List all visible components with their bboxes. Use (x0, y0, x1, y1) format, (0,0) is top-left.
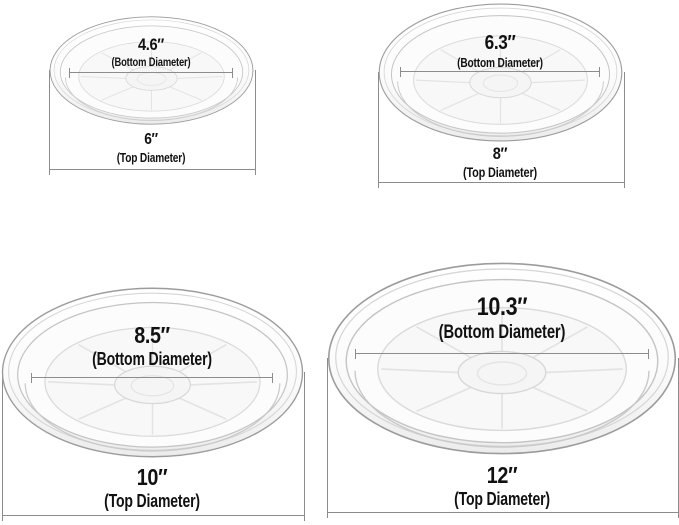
bottom-diameter-value: 8.5″ (134, 322, 170, 348)
saucer-10-inch-image (1, 287, 304, 458)
saucer-6-inch-image (49, 16, 254, 125)
bottom-diameter-caption: (Bottom Diameter) (438, 322, 566, 343)
top-diameter-bracket (49, 70, 256, 175)
bottom-diameter-caption: (Bottom Diameter) (457, 55, 543, 70)
bottom-diameter-label: 10.3″ (Bottom Diameter) (352, 293, 652, 343)
saucer-12-inch-image (327, 262, 677, 455)
bottom-diameter-caption: (Bottom Diameter) (111, 55, 191, 69)
top-diameter-label: 12″ (Top Diameter) (352, 462, 652, 509)
top-diameter-caption: (Top Diameter) (104, 491, 200, 511)
top-diameter-value: 10″ (136, 464, 168, 490)
bottom-diameter-caption: (Bottom Diameter) (92, 349, 212, 369)
bottom-diameter-line (69, 67, 233, 78)
top-diameter-label: 8″ (Top Diameter) (400, 145, 600, 179)
top-diameter-bracket (378, 72, 625, 188)
top-diameter-value: 8″ (492, 144, 508, 163)
top-diameter-label: 6″ (Top Diameter) (51, 131, 251, 165)
top-diameter-caption: (Top Diameter) (116, 150, 186, 165)
bottom-diameter-label: 8.5″ (Bottom Diameter) (2, 322, 302, 369)
bottom-diameter-value: 6.3″ (484, 32, 516, 54)
bottom-diameter-line (400, 66, 600, 77)
bottom-diameter-label: 6.3″ (Bottom Diameter) (400, 33, 600, 69)
top-diameter-caption: (Top Diameter) (454, 489, 550, 509)
top-diameter-bracket (2, 372, 305, 521)
bottom-diameter-line (31, 372, 273, 383)
top-diameter-value: 12″ (486, 462, 518, 488)
bottom-diameter-line (355, 348, 649, 359)
bottom-diameter-value: 4.6″ (138, 35, 164, 54)
top-diameter-caption: (Top Diameter) (462, 164, 538, 180)
saucer-8-inch-image (378, 3, 623, 142)
bottom-diameter-label: 4.6″ (Bottom Diameter) (51, 36, 251, 68)
top-diameter-value: 6″ (144, 131, 158, 148)
top-diameter-label: 10″ (Top Diameter) (2, 464, 302, 511)
bottom-diameter-value: 10.3″ (476, 293, 528, 321)
